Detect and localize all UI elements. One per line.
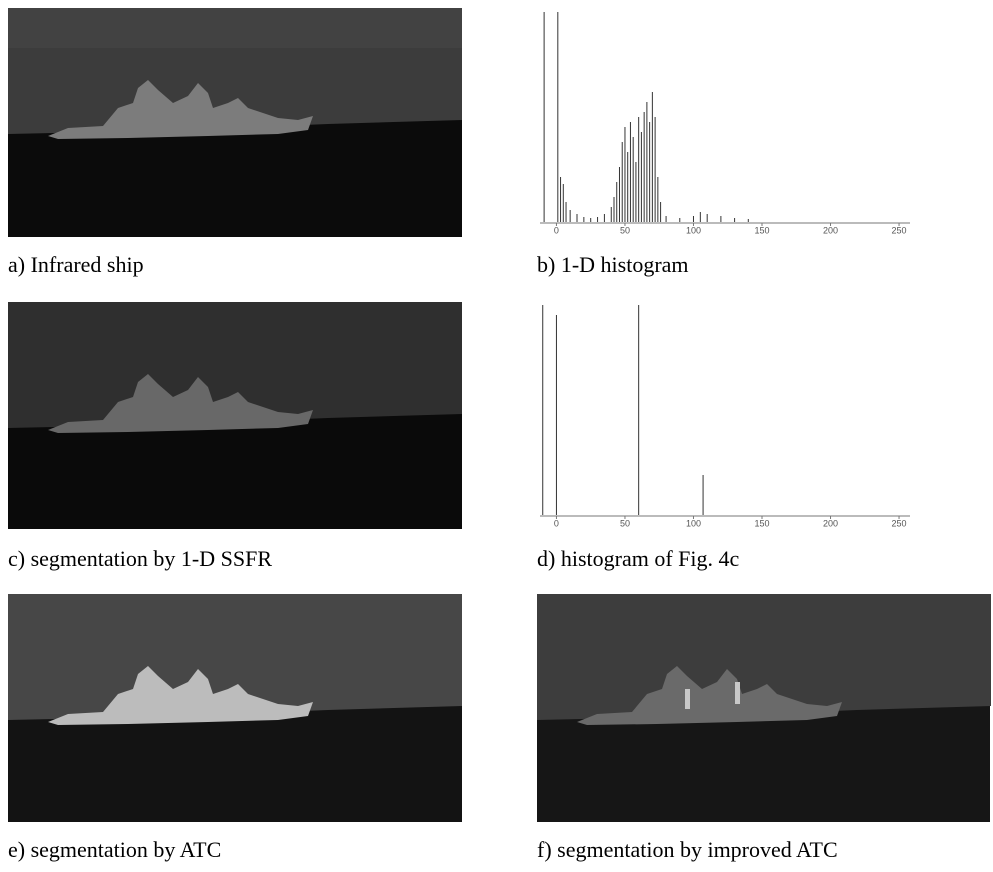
x-tick-label: 250 <box>892 225 907 235</box>
image-infrared-ship <box>8 8 462 237</box>
caption: b) 1-D histogram <box>537 252 689 277</box>
x-tick-label: 0 <box>554 518 559 528</box>
caption: f) segmentation by improved ATC <box>537 837 838 862</box>
x-tick-label: 150 <box>754 518 769 528</box>
caption: c) segmentation by 1-D SSFR <box>8 546 272 571</box>
image-atc <box>8 594 462 822</box>
caption: e) segmentation by ATC <box>8 837 221 862</box>
x-tick-label: 200 <box>823 518 838 528</box>
image-ssfr <box>8 302 462 529</box>
x-tick-label: 50 <box>620 225 630 235</box>
caption: a) Infrared ship <box>8 252 144 277</box>
x-tick-label: 0 <box>554 225 559 235</box>
x-tick-label: 250 <box>892 518 907 528</box>
x-tick-label: 100 <box>686 518 701 528</box>
caption: d) histogram of Fig. 4c <box>537 546 739 571</box>
x-tick-label: 50 <box>620 518 630 528</box>
image-improved-atc <box>537 594 991 822</box>
x-tick-label: 100 <box>686 225 701 235</box>
x-tick-label: 200 <box>823 225 838 235</box>
x-tick-label: 150 <box>754 225 769 235</box>
